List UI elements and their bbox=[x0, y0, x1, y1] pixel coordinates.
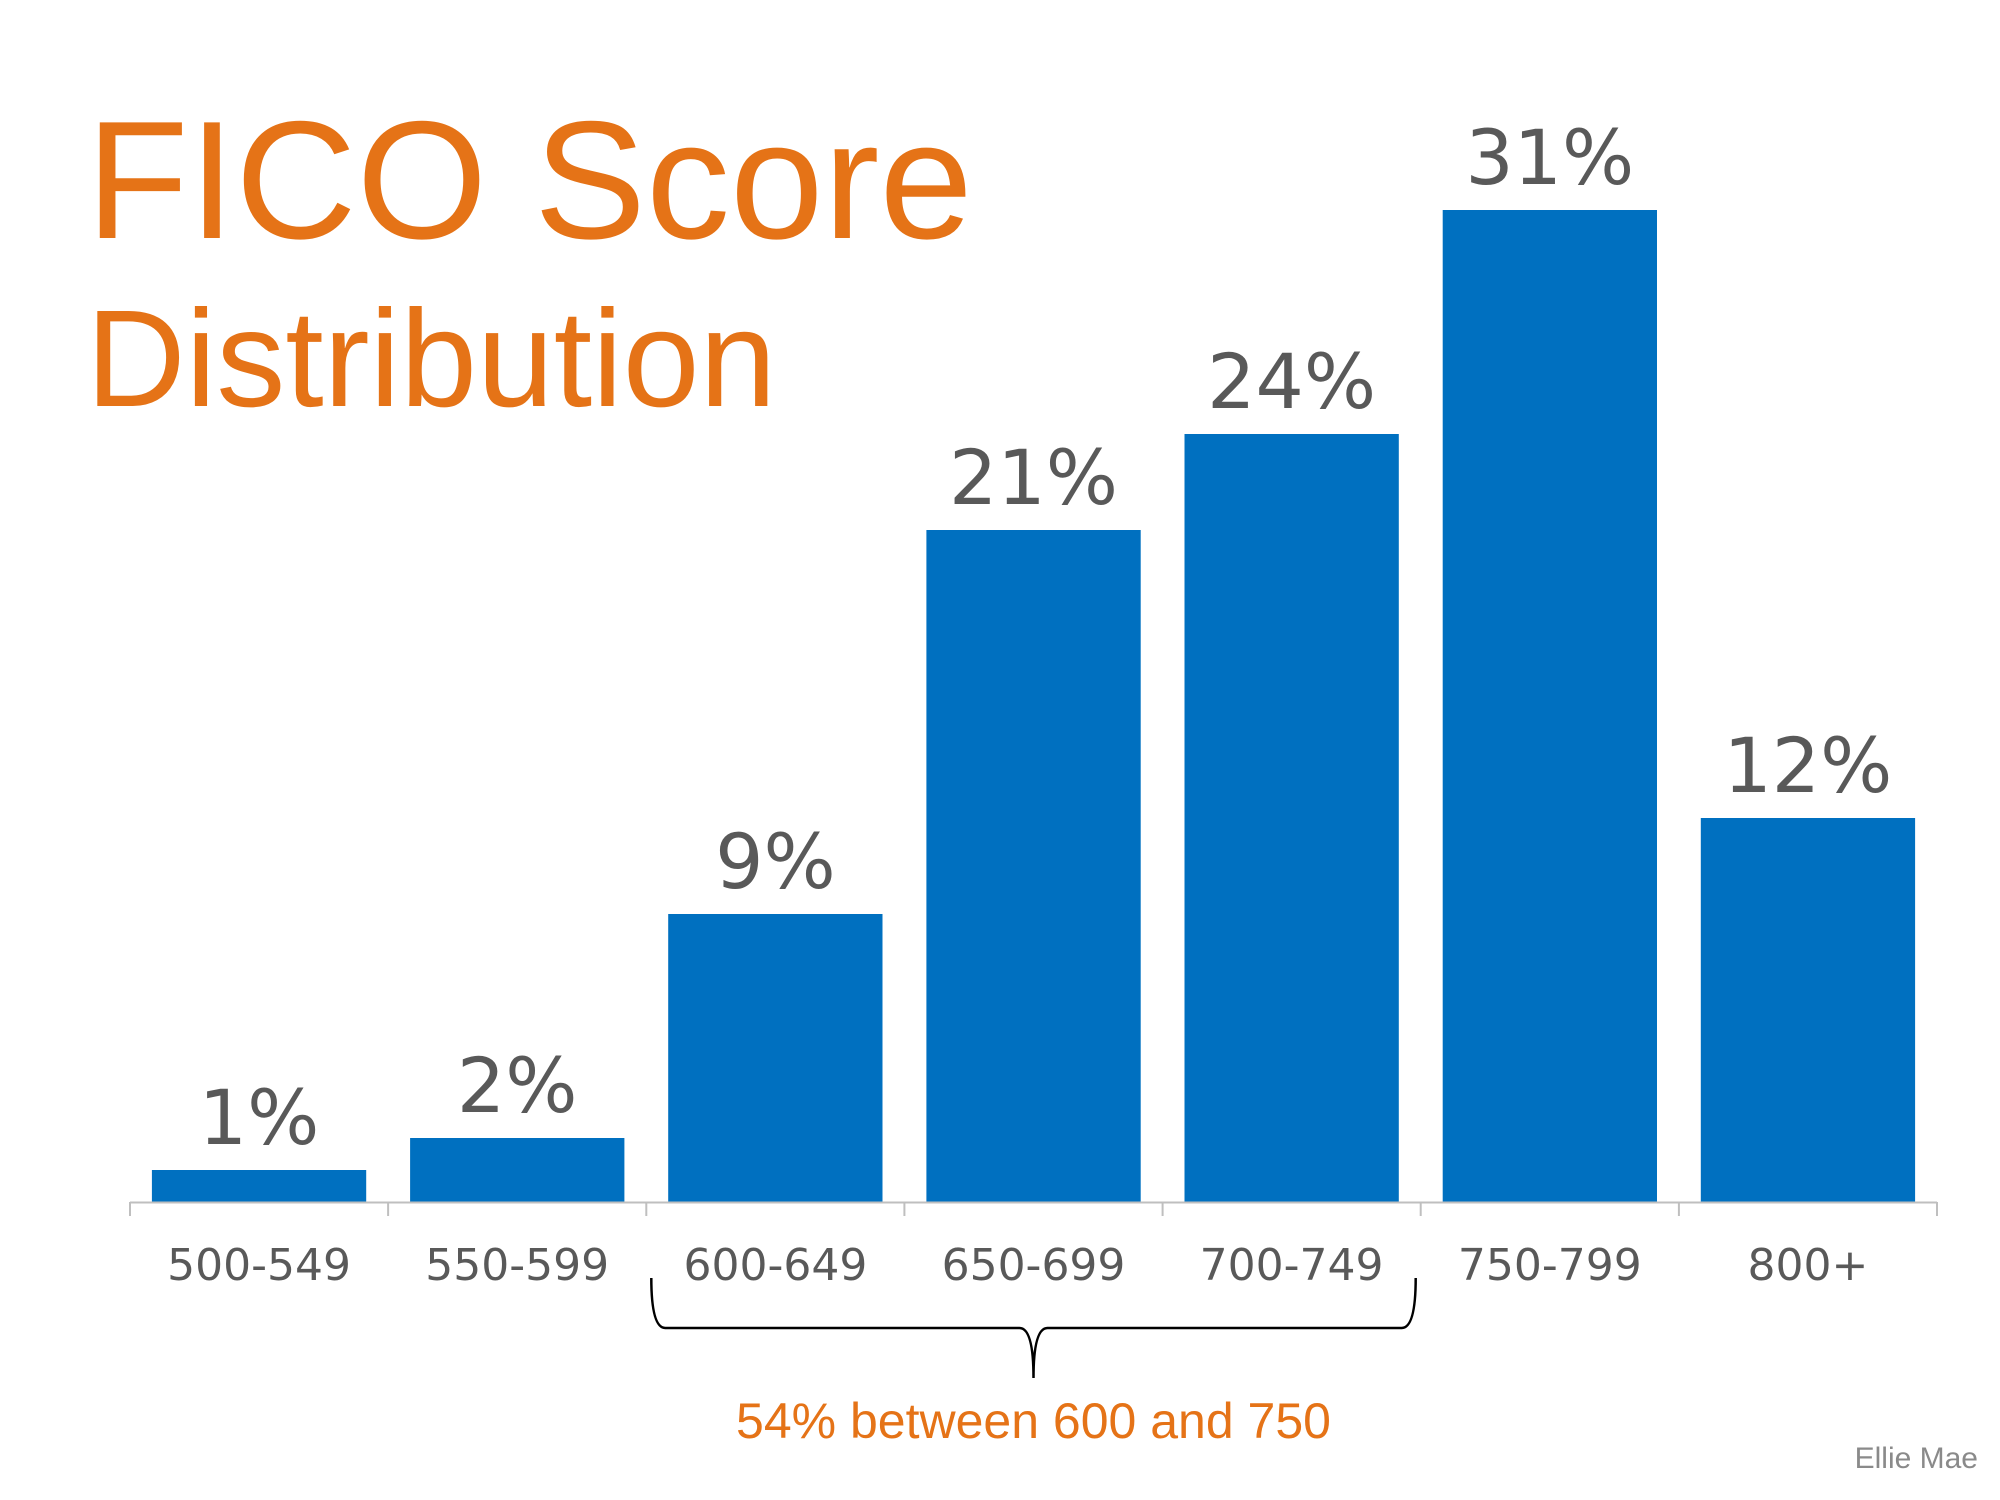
category-label: 750-799 bbox=[1458, 1240, 1642, 1291]
source-label: Ellie Mae bbox=[1855, 1442, 1978, 1475]
value-label: 31% bbox=[1465, 113, 1634, 202]
bar-700-749 bbox=[1184, 434, 1399, 1202]
bar-500-549 bbox=[151, 1170, 367, 1202]
bar-750-799 bbox=[1442, 210, 1657, 1202]
chart-title-line-2: Distribution bbox=[86, 282, 777, 436]
chart-title-line-1: FICO Score bbox=[86, 86, 973, 274]
category-label: 600-649 bbox=[683, 1240, 867, 1291]
labels-layer: 1% 500-549 2% 550-599 9% 600-649 21% 650-699 24%… bbox=[167, 113, 1892, 1291]
value-label: 24% bbox=[1207, 337, 1376, 426]
value-label: 2% bbox=[457, 1041, 578, 1130]
range-bracket bbox=[650, 1277, 1417, 1379]
bars-layer bbox=[151, 210, 1916, 1202]
bar-800+ bbox=[1700, 818, 1916, 1202]
annotation: 54% between 600 and 750 bbox=[650, 1277, 1417, 1449]
value-label: 9% bbox=[715, 817, 836, 906]
category-label: 550-599 bbox=[425, 1240, 609, 1291]
category-label: 800+ bbox=[1747, 1240, 1868, 1291]
category-label: 700-749 bbox=[1200, 1240, 1384, 1291]
value-label: 1% bbox=[199, 1073, 320, 1162]
category-label: 650-699 bbox=[942, 1240, 1126, 1291]
bar-550-599 bbox=[410, 1138, 625, 1202]
category-label: 500-549 bbox=[167, 1240, 351, 1291]
bar-650-699 bbox=[926, 530, 1141, 1202]
value-label: 12% bbox=[1723, 721, 1892, 810]
value-label: 21% bbox=[949, 433, 1118, 522]
bar-600-649 bbox=[668, 914, 883, 1202]
x-axis bbox=[129, 1201, 1938, 1216]
annotation-text: 54% between 600 and 750 bbox=[736, 1393, 1331, 1449]
